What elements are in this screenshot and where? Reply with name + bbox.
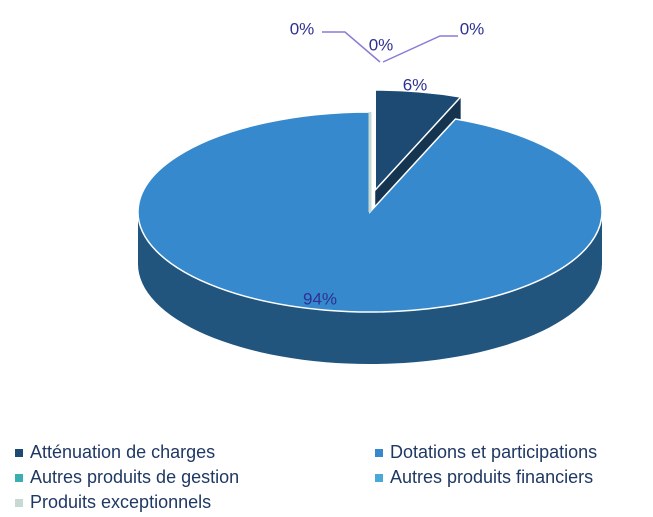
legend-label: Autres produits financiers <box>390 467 593 487</box>
slice <box>374 89 463 192</box>
value-label: 0% <box>369 35 394 54</box>
legend-swatch <box>375 449 383 457</box>
legend-swatch <box>15 449 23 457</box>
value-label: 6% <box>403 75 428 94</box>
legend-label: Produits exceptionnels <box>30 492 211 512</box>
legend-swatch <box>375 474 383 482</box>
leader-line <box>382 35 458 63</box>
leader-line <box>322 31 381 63</box>
legend-swatch <box>15 474 23 482</box>
value-label: 0% <box>290 19 315 38</box>
legend-swatch <box>15 499 23 507</box>
value-label: 94% <box>303 289 337 308</box>
legend-label: Atténuation de charges <box>30 442 215 462</box>
slice-side <box>138 212 602 364</box>
value-label: 0% <box>460 19 485 38</box>
slice <box>137 111 603 313</box>
legend-label: Autres produits de gestion <box>30 467 239 487</box>
legend-label: Dotations et participations <box>390 442 597 462</box>
